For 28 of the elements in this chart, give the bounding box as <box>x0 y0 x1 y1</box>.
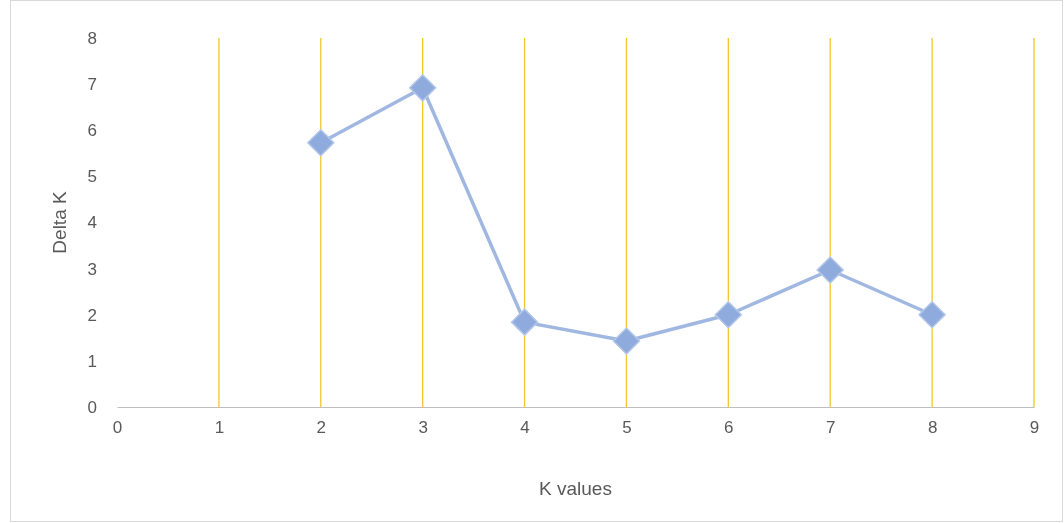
x-tick-label: 6 <box>724 418 734 438</box>
point <box>714 301 743 329</box>
y-tick-label: 1 <box>87 351 97 371</box>
x-tick-label: 5 <box>622 418 632 438</box>
y-tick-label: 5 <box>87 167 97 187</box>
y-tick-label: 4 <box>87 213 97 233</box>
point <box>408 74 437 102</box>
y-tick-label: 0 <box>87 397 97 417</box>
y-tick-label: 8 <box>87 28 97 48</box>
y-tick-label: 3 <box>87 259 97 279</box>
point <box>307 128 335 157</box>
y-tick-label: 7 <box>87 75 97 95</box>
y-axis-title: Delta K <box>49 191 70 254</box>
x-tick-label: 0 <box>112 418 123 438</box>
x-axis-title: K values <box>539 478 612 499</box>
point <box>816 256 844 284</box>
x-tick-label: 4 <box>520 418 530 438</box>
point <box>612 327 641 355</box>
x-tick-label: 1 <box>214 418 225 438</box>
x-tick-label: 2 <box>316 418 327 438</box>
point <box>918 301 946 329</box>
x-tick-label: 3 <box>418 418 428 438</box>
x-tick-label: 7 <box>825 418 836 438</box>
x-tick-label: 9 <box>1029 418 1040 438</box>
y-tick-label: 6 <box>87 121 97 141</box>
y-tick-label: 2 <box>87 305 97 325</box>
x-tick-label: 8 <box>927 418 938 438</box>
point <box>510 308 539 336</box>
